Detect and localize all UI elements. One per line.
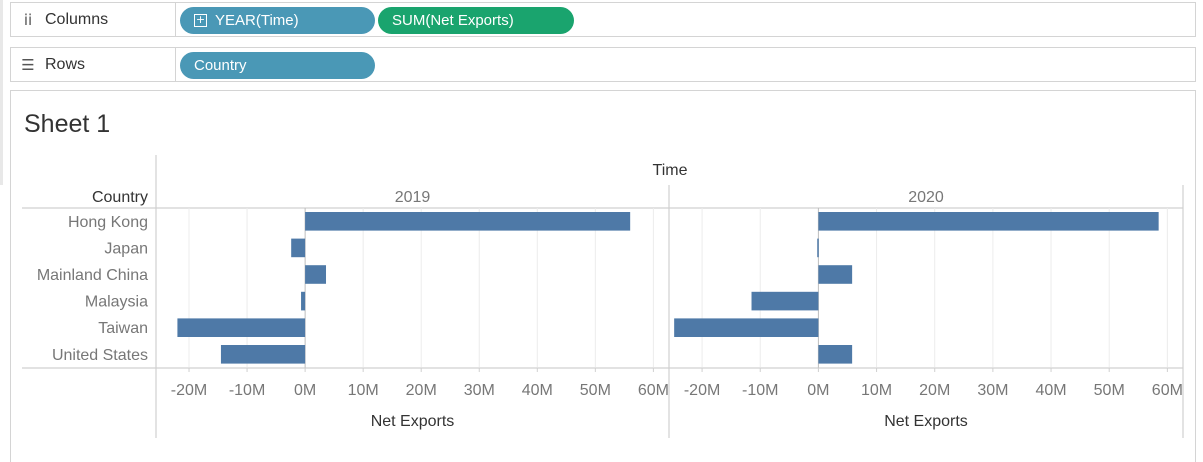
rows-shelf-icon: ☰ — [21, 55, 35, 74]
tick-label: -20M — [684, 382, 720, 399]
tick-label: 50M — [580, 382, 611, 399]
columns-shelf-label: ⅰⅰ Columns — [11, 3, 176, 36]
rows-shelf[interactable]: ☰ Rows Country — [10, 47, 1196, 82]
tick-label: 0M — [294, 382, 316, 399]
bar — [751, 291, 819, 311]
year-time-pill-label: YEAR(Time) — [215, 12, 299, 29]
x-axis-title: Net Exports — [371, 413, 455, 430]
tick-label: -10M — [742, 382, 778, 399]
bar — [291, 238, 306, 258]
bar — [220, 345, 306, 364]
category-label: Hong Kong — [68, 214, 148, 231]
sum-net-exports-pill-label: SUM(Net Exports) — [392, 12, 514, 29]
rows-shelf-label: ☰ Rows — [11, 48, 176, 81]
bar — [674, 318, 819, 337]
year-time-pill[interactable]: + YEAR(Time) — [180, 7, 375, 34]
tick-label: 60M — [638, 382, 669, 399]
category-label: Japan — [104, 240, 148, 257]
tick-label: 10M — [348, 382, 379, 399]
tick-label: 20M — [919, 382, 950, 399]
sheet-canvas — [10, 90, 1196, 462]
tick-label: -20M — [171, 382, 207, 399]
columns-shelf-text: Columns — [45, 10, 109, 28]
panel-header-year: 2019 — [395, 189, 431, 206]
column-header-time: Time — [653, 162, 688, 179]
country-pill[interactable]: Country — [180, 52, 375, 79]
category-label: United States — [52, 347, 148, 364]
category-label: Malaysia — [85, 294, 148, 311]
sum-net-exports-pill[interactable]: SUM(Net Exports) — [378, 7, 574, 34]
bar — [818, 212, 1159, 231]
x-axis-title: Net Exports — [884, 413, 968, 430]
tick-label: 20M — [406, 382, 437, 399]
bar — [305, 212, 631, 231]
tick-label: -10M — [229, 382, 265, 399]
tick-label: 0M — [807, 382, 829, 399]
columns-shelf[interactable]: ⅰⅰ Columns + YEAR(Time) SUM(Net Exports) — [10, 2, 1196, 37]
category-label: Taiwan — [98, 320, 148, 337]
bar — [817, 238, 819, 258]
category-label: Mainland China — [37, 267, 148, 284]
bar — [301, 291, 306, 311]
country-pill-label: Country — [194, 57, 247, 74]
bar — [818, 265, 853, 284]
tick-label: 50M — [1094, 382, 1125, 399]
bar — [818, 345, 853, 364]
tick-label: 40M — [1035, 382, 1066, 399]
tick-label: 10M — [861, 382, 892, 399]
bar — [305, 265, 327, 284]
sheet-title[interactable]: Sheet 1 — [24, 110, 111, 138]
tick-label: 60M — [1152, 382, 1183, 399]
expand-plus-icon[interactable]: + — [194, 13, 207, 27]
bar — [177, 318, 306, 337]
panel-header-year: 2020 — [908, 189, 944, 206]
rows-shelf-text: Rows — [45, 55, 86, 73]
tick-label: 30M — [977, 382, 1008, 399]
tick-label: 30M — [464, 382, 495, 399]
tick-label: 40M — [522, 382, 553, 399]
columns-shelf-icon: ⅰⅰ — [23, 10, 33, 29]
window-left-edge — [0, 0, 3, 185]
row-header-country: Country — [92, 189, 148, 206]
